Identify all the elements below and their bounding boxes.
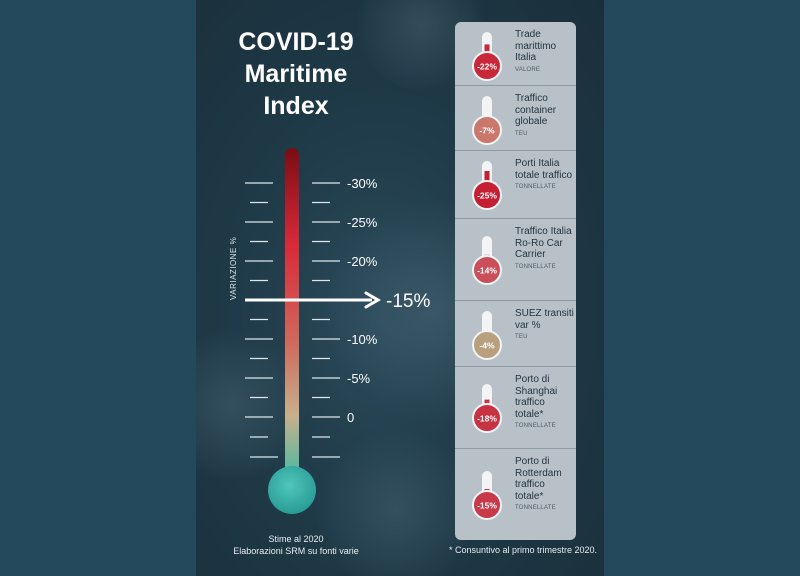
card-text: Traffico container globale TEU: [515, 93, 575, 137]
indicator-card: -7% Traffico container globale TEU: [455, 86, 576, 151]
mini-thermometer-icon: -4%: [472, 311, 502, 360]
scale-tick-label: -30%: [347, 176, 378, 191]
title-line: COVID-19: [238, 28, 354, 56]
mini-thermometer-bulb: [472, 115, 502, 145]
thermometer-bulb: [268, 466, 316, 514]
card-unit: TONNELLATE: [515, 263, 556, 270]
indicator-cards-panel: -22% Trade marittimo Italia VALORE -7% Traff…: [455, 22, 576, 540]
card-value-label: -25%: [477, 191, 497, 201]
card-value-label: -18%: [477, 414, 497, 424]
card-label: Trade marittimo Italia: [515, 29, 557, 63]
card-label: Porto di Rotterdam traffico totale*: [515, 456, 562, 502]
mini-thermometer-bulb: [472, 180, 502, 210]
title-line: Index: [263, 92, 329, 120]
scale-tick-label: -5%: [347, 371, 371, 386]
indicator-card: -18% Porto di Shanghai traffico totale* TO…: [455, 367, 576, 449]
indicator-card: -4% SUEZ transiti var % TEU: [455, 301, 576, 367]
indicator-arrow-head: [364, 291, 381, 309]
card-value-label: -15%: [477, 501, 497, 511]
card-label: Traffico Italia Ro-Ro Car Carrier: [515, 226, 572, 260]
scale-tick-label: -10%: [347, 332, 378, 347]
card-label: Porto di Shanghai traffico totale*: [515, 374, 558, 420]
indicator-card: -22% Trade marittimo Italia VALORE: [455, 22, 576, 86]
indicator-card: -14% Traffico Italia Ro-Ro Car Carrier TON…: [455, 219, 576, 301]
infographic-title: COVID-19 Maritime Index: [196, 26, 396, 122]
mini-thermometer-bulb: [472, 403, 502, 433]
card-label: SUEZ transiti var %: [515, 308, 574, 331]
mini-thermometer-bulb: [472, 51, 502, 81]
card-unit: VALORE: [515, 66, 541, 73]
card-value-label: -14%: [477, 266, 497, 276]
footer-source: Stime al 2020 Elaborazioni SRM su fonti …: [196, 533, 396, 557]
scale-tick-label: -25%: [347, 215, 378, 230]
mini-thermometer-icon: -22%: [472, 32, 502, 81]
card-unit: TEU: [515, 130, 528, 137]
mini-thermometer-bulb: [472, 255, 502, 285]
footer-note: * Consuntivo al primo trimestre 2020.: [448, 545, 598, 555]
card-text: Porto di Rotterdam traffico totale* TONNE…: [515, 456, 575, 511]
mini-thermometer-bulb: [472, 490, 502, 520]
mini-thermometer-icon: -25%: [472, 161, 502, 210]
card-text: SUEZ transiti var % TEU: [515, 308, 575, 340]
card-value-label: -4%: [479, 341, 495, 351]
card-label: Traffico container globale: [515, 93, 557, 127]
mini-thermometer-icon: -15%: [472, 471, 502, 520]
scale-tick-label: -20%: [347, 254, 378, 269]
card-value-label: -22%: [477, 62, 497, 72]
card-unit: TEU: [515, 334, 528, 340]
card-unit: TONNELLATE: [515, 184, 556, 190]
card-unit: TONNELLATE: [515, 423, 556, 429]
indicator-value-label: -15%: [386, 291, 430, 312]
card-text: Trade marittimo Italia VALORE: [515, 29, 575, 73]
mini-thermometer-icon: -14%: [472, 236, 502, 285]
mini-thermometer-icon: -7%: [472, 96, 502, 145]
card-unit: TONNELLATE: [515, 505, 556, 511]
mini-thermometer-icon: -18%: [472, 384, 502, 433]
title-line: Maritime: [244, 60, 348, 88]
scale-tick-label: 0: [347, 410, 354, 425]
card-label: Porti Italia totale traffico: [515, 158, 573, 181]
mini-thermometer-bulb: [472, 330, 502, 360]
card-value-label: -7%: [479, 126, 495, 136]
footer-line: Elaborazioni SRM su fonti varie: [233, 546, 359, 556]
footer-line: Stime al 2020: [268, 534, 324, 544]
indicator-card: -25% Porti Italia totale traffico TONNELLA…: [455, 151, 576, 219]
card-text: Traffico Italia Ro-Ro Car Carrier TONNELL…: [515, 226, 575, 270]
card-text: Porti Italia totale traffico TONNELLATE: [515, 158, 575, 190]
card-text: Porto di Shanghai traffico totale* TONNEL…: [515, 374, 575, 429]
indicator-card: -15% Porto di Rotterdam traffico totale* T…: [455, 449, 576, 540]
thermometer-tube: [285, 148, 299, 474]
virus-background-shape: [316, 430, 476, 576]
